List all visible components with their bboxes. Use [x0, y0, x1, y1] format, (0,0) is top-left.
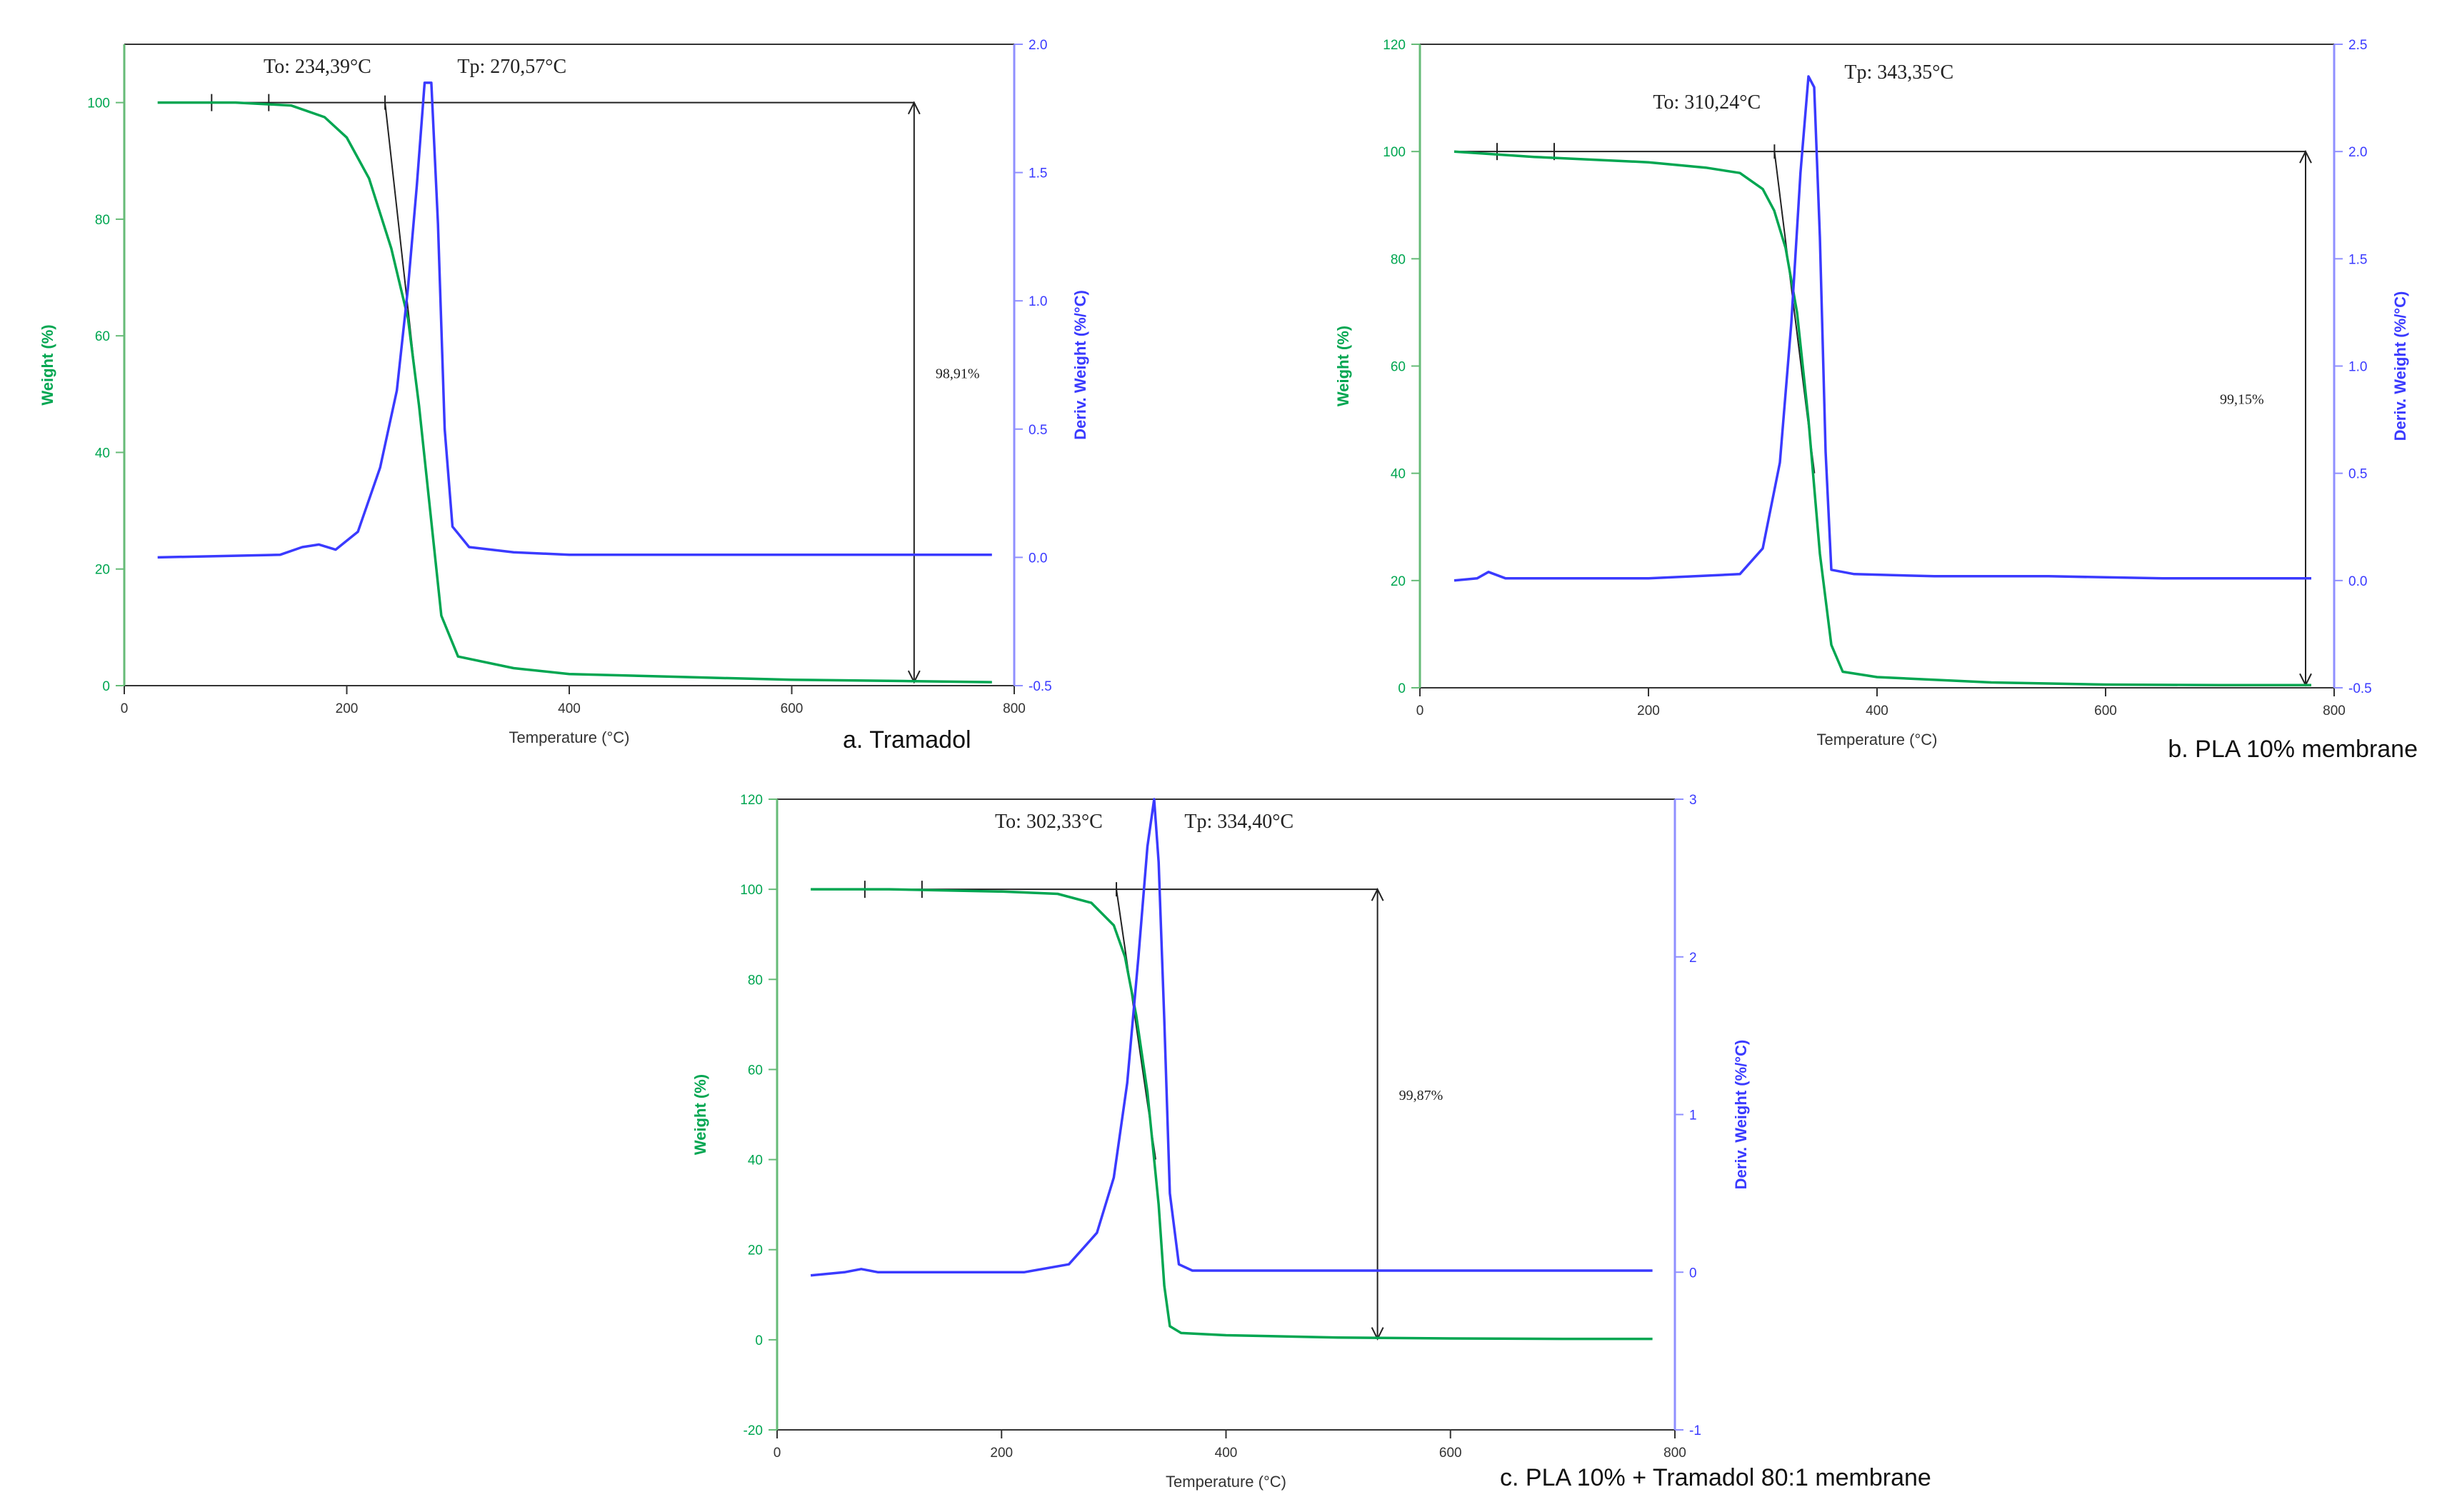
onset-label: To: 234,39°C — [264, 56, 371, 78]
chart-panel-2: 0 200 400 600 800 0 20 40 60 80 100 120 -0.5 0.0 0.5 1.… — [1334, 38, 2418, 763]
y-tick-label: 100 — [87, 96, 110, 111]
x-tick-label: 800 — [2323, 704, 2346, 719]
y2-axis-label: Deriv. Weight (%/°C) — [2391, 291, 2409, 441]
y-tick-label: 0 — [755, 1333, 763, 1348]
x-axis-label: Temperature (°C) — [509, 729, 630, 746]
y-axis-label: Weight (%) — [1334, 326, 1352, 406]
y-tick-label: 60 — [748, 1063, 763, 1078]
y-tick-label: -20 — [744, 1423, 763, 1438]
x-tick-label: 800 — [1663, 1446, 1686, 1461]
y2-tick-label: 0.0 — [1029, 551, 1047, 566]
y-tick-label: 0 — [1398, 681, 1406, 696]
y-tick-label: 80 — [1391, 252, 1406, 267]
mass-loss-label: 98,91% — [936, 366, 980, 381]
y2-tick-label: 1.5 — [1029, 166, 1047, 181]
y2-tick-label: 0.5 — [1029, 423, 1047, 438]
onset-label: To: 302,33°C — [995, 811, 1103, 833]
y2-tick-label: 2 — [1689, 951, 1697, 966]
y-tick-label: 40 — [748, 1153, 763, 1168]
panel-caption: a. Tramadol — [843, 726, 971, 754]
weight-curve — [811, 888, 1653, 1341]
y2-tick-label: 1.0 — [1029, 294, 1047, 309]
x-tick-label: 800 — [1003, 701, 1026, 716]
y-tick-label: 20 — [1391, 574, 1406, 589]
y2-tick-label: 1.5 — [2348, 252, 2367, 267]
y-tick-label: 40 — [1391, 467, 1406, 482]
y-tick-label: 60 — [1391, 360, 1406, 375]
x-tick-label: 0 — [121, 701, 129, 716]
y-tick-label: 80 — [748, 973, 763, 988]
y2-axis-label: Deriv. Weight (%/°C) — [1732, 1040, 1750, 1190]
mass-loss-label: 99,87% — [1399, 1088, 1443, 1103]
peak-label: Tp: 270,57°C — [457, 56, 566, 78]
y2-tick-label: 2.0 — [2348, 145, 2367, 160]
y-tick-label: 40 — [95, 446, 110, 461]
x-tick-label: 200 — [336, 701, 359, 716]
weight-curve — [157, 101, 992, 684]
x-tick-label: 200 — [1637, 704, 1660, 719]
y-tick-label: 120 — [740, 793, 763, 808]
derivative-curve — [1453, 75, 2311, 582]
y2-tick-label: -0.5 — [1029, 679, 1052, 694]
x-tick-label: 600 — [1439, 1446, 1462, 1461]
y-axis-label: Weight (%) — [691, 1074, 709, 1155]
y2-tick-label: 2.0 — [1029, 38, 1047, 53]
y2-tick-label: 1 — [1689, 1108, 1697, 1123]
chart-panel-1: 0 200 400 600 800 0 20 40 60 80 100 -0.5 0.0 0.5 1.0 1.… — [39, 38, 1089, 754]
peak-label: Tp: 343,35°C — [1844, 61, 1953, 84]
derivative-curve — [810, 798, 1653, 1277]
y-tick-label: 120 — [1383, 38, 1406, 53]
x-axis-label: Temperature (°C) — [1817, 731, 1938, 749]
y2-axis-label: Deriv. Weight (%/°C) — [1071, 290, 1089, 440]
y2-tick-label: 3 — [1689, 793, 1697, 808]
x-tick-label: 200 — [990, 1446, 1013, 1461]
y-tick-label: 80 — [95, 213, 110, 228]
y-tick-label: 100 — [740, 883, 763, 898]
x-tick-label: 400 — [558, 701, 581, 716]
y-tick-label: 100 — [1383, 145, 1406, 160]
x-tick-label: 400 — [1866, 704, 1888, 719]
mass-loss-label: 99,15% — [2220, 392, 2264, 408]
y2-tick-label: -0.5 — [2348, 681, 2372, 696]
x-tick-label: 0 — [1416, 704, 1424, 719]
y2-tick-label: -1 — [1689, 1423, 1701, 1438]
y-tick-label: 20 — [748, 1243, 763, 1258]
x-tick-label: 400 — [1215, 1446, 1238, 1461]
arrow-head-top — [2299, 149, 2312, 164]
y2-tick-label: 0.0 — [2348, 574, 2367, 589]
y2-tick-label: 2.5 — [2348, 38, 2367, 53]
peak-label: Tp: 334,40°C — [1184, 811, 1293, 833]
x-axis-label: Temperature (°C) — [1166, 1473, 1286, 1491]
y2-tick-label: 0 — [1689, 1266, 1697, 1281]
arrow-head-top — [1371, 887, 1384, 901]
arrow-head-top — [907, 101, 921, 115]
y2-tick-label: 0.5 — [2348, 467, 2367, 482]
y-tick-label: 60 — [95, 329, 110, 344]
y-tick-label: 0 — [102, 679, 110, 694]
weight-curve — [1453, 150, 2311, 686]
x-tick-label: 0 — [774, 1446, 781, 1461]
chart-panel-3: 0 200 400 600 800 -20 0 20 40 60 80 100 120 -1 0 1 2 3 Tem… — [691, 793, 1931, 1491]
x-tick-label: 600 — [781, 701, 804, 716]
x-tick-label: 600 — [2094, 704, 2117, 719]
y-axis-label: Weight (%) — [39, 324, 56, 405]
y2-tick-label: 1.0 — [2348, 360, 2367, 375]
derivative-curve — [157, 81, 992, 559]
panel-caption: b. PLA 10% membrane — [2168, 736, 2418, 763]
onset-label: To: 310,24°C — [1653, 91, 1761, 114]
panel-caption: c. PLA 10% + Tramadol 80:1 membrane — [1500, 1464, 1931, 1491]
y-tick-label: 20 — [95, 563, 110, 578]
